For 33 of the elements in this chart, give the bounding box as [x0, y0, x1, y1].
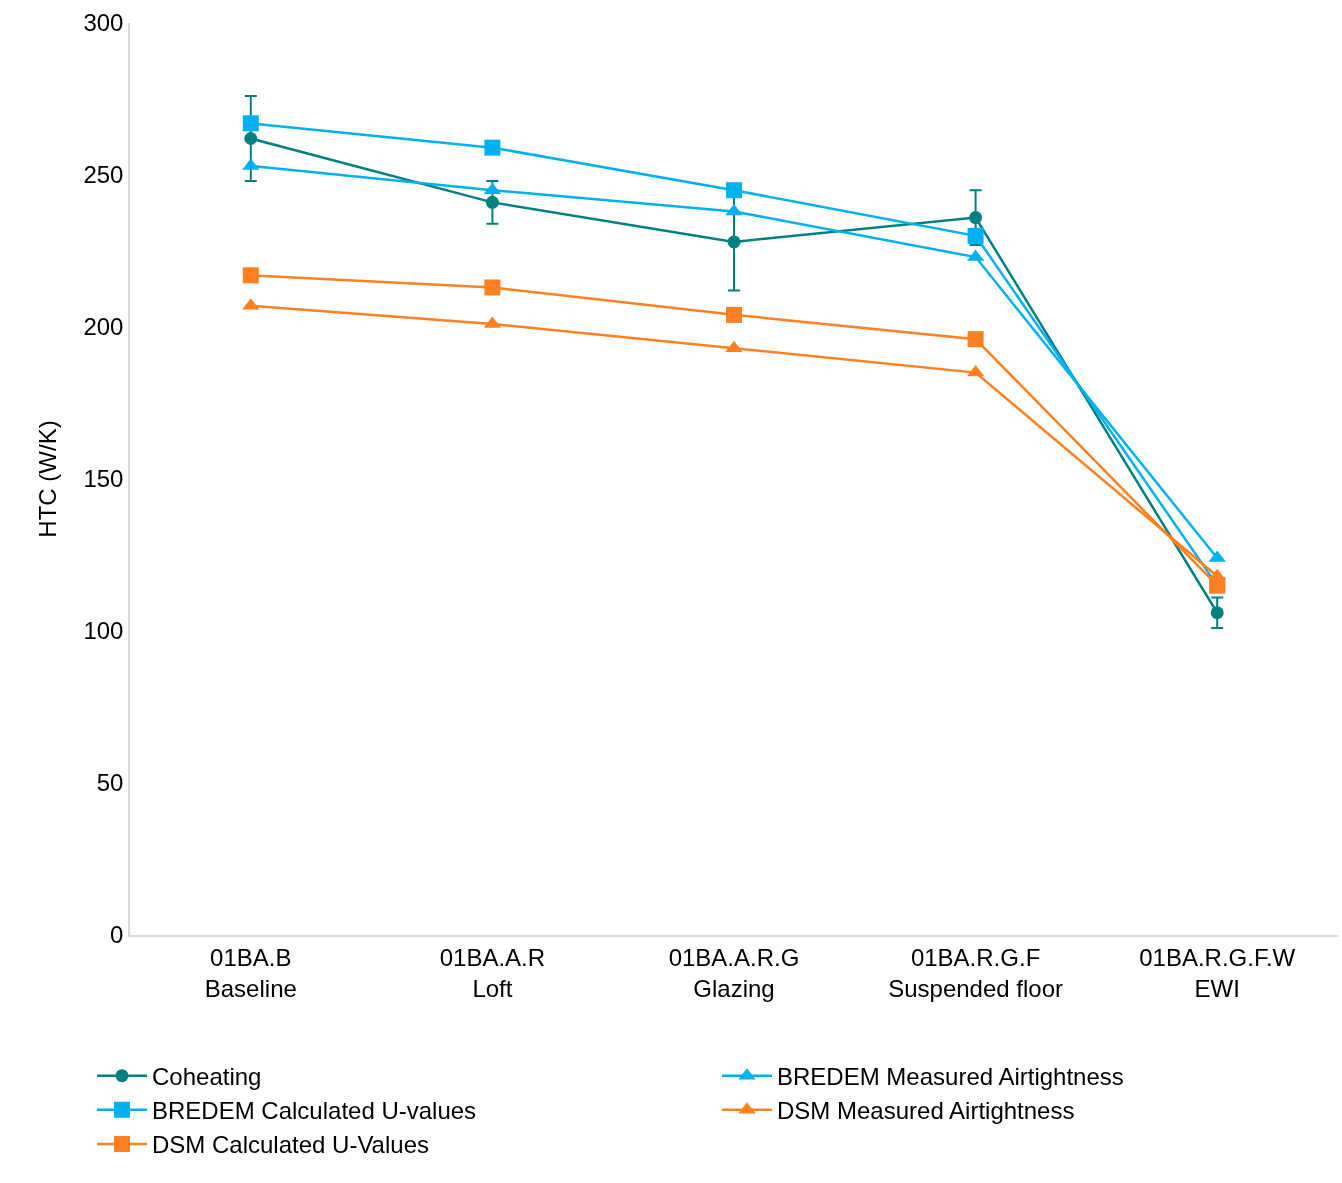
y-tick-label: 50	[96, 769, 124, 797]
x-tick-label: 01BA.B Baseline	[204, 943, 297, 1002]
point	[725, 203, 743, 216]
legend-label: BREDEM Calculated U-values	[152, 1097, 477, 1125]
point	[484, 139, 501, 156]
y-tick-label: 100	[83, 617, 124, 645]
y-tick-label: 200	[83, 313, 124, 341]
y-axis-title: HTC (W/K)	[34, 420, 61, 538]
x-tick-label: 01BA.R.G.F.W EWI	[1139, 943, 1296, 1002]
x-tick-label: 01BA.R.G.F Suspended floor	[888, 943, 1064, 1002]
x-tick-label: 01BA.A.R Loft	[439, 943, 546, 1002]
point	[726, 182, 742, 199]
point	[967, 331, 984, 348]
point	[242, 267, 259, 284]
point	[1210, 606, 1224, 620]
point	[726, 306, 742, 323]
y-tick-label: 150	[83, 465, 124, 493]
point	[485, 195, 499, 209]
y-tick-label: 250	[83, 161, 124, 189]
point	[244, 132, 258, 146]
legend-label: BREDEM Measured Airtightness	[777, 1063, 1124, 1091]
legend-label: DSM Measured Airtightness	[777, 1097, 1075, 1125]
point	[242, 115, 259, 132]
point	[727, 235, 741, 249]
legend-label: DSM Calculated U-Values	[152, 1131, 429, 1159]
y-tick-label: 300	[83, 9, 124, 37]
x-tick-label: 01BA.A.R.G Glazing	[668, 943, 800, 1002]
point	[969, 211, 983, 225]
y-tick-label: 0	[110, 921, 124, 949]
point	[725, 340, 743, 353]
legend-label: Coheating	[152, 1063, 262, 1091]
point	[484, 279, 501, 296]
point	[967, 227, 984, 244]
